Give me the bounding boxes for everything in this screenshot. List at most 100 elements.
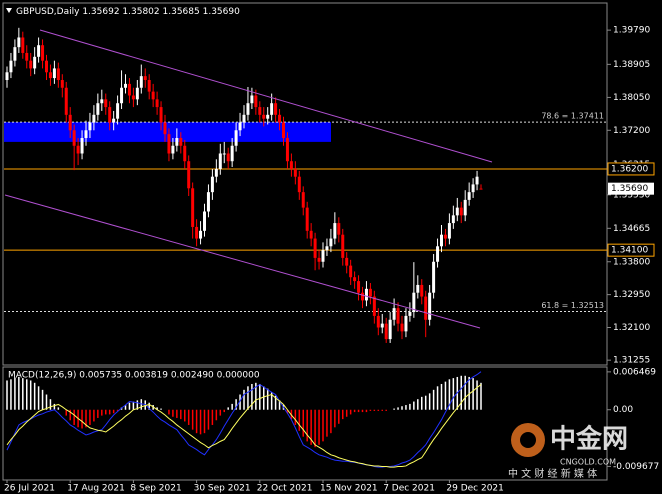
level-label: 1.36200: [611, 164, 648, 174]
macd-bar: [417, 399, 419, 410]
candle-body: [289, 161, 293, 169]
candle-body: [305, 207, 309, 231]
candle-body: [254, 95, 258, 108]
macd-bar: [345, 409, 348, 417]
candle-body: [183, 145, 187, 162]
open: 1.35692: [82, 7, 119, 17]
macd-bar: [18, 376, 20, 410]
low: 1.35685: [163, 7, 200, 17]
macd-bar: [310, 409, 312, 445]
macd-bar: [191, 409, 194, 430]
macd-bar: [377, 409, 380, 411]
x-tick-label: 7 Dec 2021: [383, 484, 435, 494]
macd-bar: [140, 399, 143, 410]
candle-body: [206, 192, 210, 212]
macd-bar: [14, 377, 16, 410]
candle-body: [404, 315, 408, 332]
macd-bar: [263, 386, 265, 410]
y-tick-label: 1.38905: [613, 60, 650, 70]
y-tick-label: 1.31255: [613, 356, 650, 366]
macd-signal-line: [6, 384, 482, 468]
candle-body: [52, 68, 56, 79]
macd-bar: [73, 409, 75, 425]
macd-bar: [353, 409, 356, 413]
candle-body: [238, 122, 242, 131]
macd-bar: [361, 409, 364, 413]
macd-bar: [334, 409, 336, 428]
macd-bar: [207, 409, 210, 430]
candle-body: [37, 45, 41, 57]
candle-body: [155, 99, 159, 108]
macd-bar: [381, 409, 383, 411]
y-tick-label: 1.39790: [613, 26, 650, 36]
candle-body: [203, 211, 206, 231]
candle-body: [376, 315, 380, 328]
macd-bar: [97, 409, 99, 418]
logo-inner: [520, 432, 536, 448]
candle-body: [471, 184, 475, 193]
candle-body: [333, 223, 337, 239]
macd-bar: [53, 403, 56, 410]
x-tick-label: 22 Oct 2021: [257, 484, 313, 494]
macd-bar: [101, 409, 103, 416]
macd-bar: [432, 389, 435, 410]
price-label: 1.35690: [611, 184, 648, 194]
macd-bar: [338, 409, 340, 424]
candle-body: [282, 122, 285, 139]
macd-bar: [160, 408, 162, 410]
symbol: GBPUSD,Daily: [16, 7, 80, 17]
macd-bar: [231, 403, 233, 410]
x-tick-label: 15 Nov 2021: [320, 484, 378, 494]
y-tick-label: 1.32100: [613, 323, 650, 333]
candle-body: [475, 176, 479, 185]
macd-bar: [413, 401, 415, 410]
candle-body: [218, 153, 222, 169]
macd-bar: [365, 409, 368, 413]
price-layer: 1.397901.389051.380501.372001.363151.355…: [4, 26, 659, 472]
candle-body: [92, 114, 96, 123]
macd-bar: [385, 409, 387, 411]
macd-bar: [223, 409, 225, 413]
macd-bar: [243, 389, 245, 410]
candle-body: [226, 153, 230, 162]
candle-body: [459, 207, 463, 216]
y-tick-label: 1.37200: [613, 126, 650, 136]
header-icon: [6, 8, 12, 13]
macd-bar: [132, 401, 135, 410]
macd-bar: [428, 393, 431, 410]
fib-label: 61.8 = 1.32513: [541, 301, 604, 310]
candle-body: [266, 114, 270, 119]
candle-body: [187, 161, 191, 189]
candle-body: [262, 114, 266, 119]
macd-bar: [318, 409, 320, 445]
candle-body: [76, 145, 80, 154]
macd-bar: [369, 409, 372, 411]
candle-body: [384, 323, 388, 340]
macd-bar: [172, 409, 174, 417]
macd-bar: [22, 378, 24, 410]
macd-tick-label: 0.00: [613, 405, 633, 415]
macd-bar: [26, 379, 28, 410]
candle-body: [440, 234, 443, 247]
level-box: [607, 162, 655, 176]
candle-body: [368, 288, 372, 297]
macd-bar: [41, 389, 44, 410]
brand: 中金网: [550, 424, 628, 455]
candle-body: [175, 138, 179, 146]
candle-body: [195, 226, 199, 239]
candle-body: [80, 138, 84, 154]
macd-bar: [476, 380, 478, 410]
candle-body: [88, 122, 92, 131]
macd-bar: [203, 409, 206, 434]
macd-bar: [128, 402, 131, 410]
macd-bar: [168, 409, 170, 415]
macd-bar: [69, 409, 71, 421]
candle-body: [60, 80, 64, 88]
candle-body: [372, 296, 376, 316]
candle-body: [301, 192, 305, 208]
candle-body: [380, 323, 384, 328]
candle-body: [463, 199, 467, 216]
price-box: [608, 182, 654, 195]
macd-bar: [440, 383, 443, 410]
